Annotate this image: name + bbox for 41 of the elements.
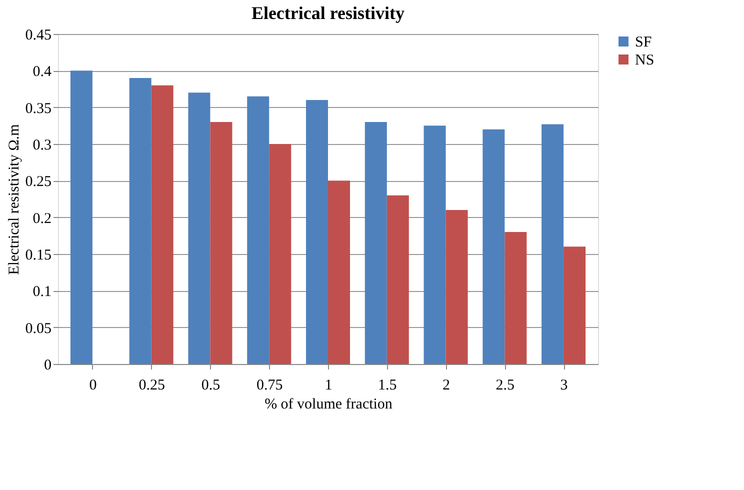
y-tick-label: 0.25 bbox=[25, 174, 52, 190]
bar bbox=[446, 210, 468, 364]
legend-label: NS bbox=[635, 52, 654, 68]
chart-title: Electrical resistivity bbox=[251, 3, 405, 23]
bar bbox=[129, 78, 152, 364]
bar bbox=[364, 122, 387, 364]
bar bbox=[247, 96, 270, 364]
y-tick-label: 0.15 bbox=[25, 248, 52, 264]
y-tick-label: 0.3 bbox=[32, 138, 52, 154]
y-tick-label: 0.4 bbox=[32, 64, 52, 80]
x-tick-label: 2.5 bbox=[496, 378, 515, 394]
x-tick-label: 0.25 bbox=[138, 378, 165, 394]
bar bbox=[70, 70, 92, 364]
bar bbox=[482, 129, 505, 364]
x-tick-label: 0 bbox=[89, 378, 97, 394]
legend-label: SF bbox=[635, 34, 652, 50]
bar bbox=[210, 122, 232, 364]
y-axis-title: Electrical resistivity Ω.m bbox=[6, 124, 22, 275]
bar bbox=[188, 92, 210, 364]
x-tick-label: 3 bbox=[560, 378, 568, 394]
bar bbox=[504, 232, 527, 364]
y-tick-label: 0.35 bbox=[25, 100, 52, 117]
x-tick-label: 0.75 bbox=[256, 378, 283, 394]
bar bbox=[151, 85, 174, 364]
y-tick-label: 0.05 bbox=[25, 320, 52, 337]
y-tick-label: 0.2 bbox=[32, 210, 52, 227]
x-axis-title: % of volume fraction bbox=[264, 396, 393, 412]
bar bbox=[386, 195, 409, 364]
y-tick-label: 0.1 bbox=[32, 284, 52, 300]
x-tick-label: 2 bbox=[442, 378, 450, 394]
x-tick-label: 1 bbox=[324, 378, 332, 394]
bar bbox=[424, 126, 446, 364]
bar bbox=[542, 124, 564, 364]
bar bbox=[269, 144, 292, 364]
bar bbox=[564, 246, 586, 364]
bar bbox=[306, 100, 328, 364]
x-tick-label: 1.5 bbox=[378, 378, 397, 394]
y-tick-label: 0 bbox=[44, 358, 52, 374]
x-tick-label: 0.5 bbox=[201, 378, 220, 394]
y-tick-label: 0.45 bbox=[25, 28, 52, 44]
bar bbox=[328, 180, 350, 364]
